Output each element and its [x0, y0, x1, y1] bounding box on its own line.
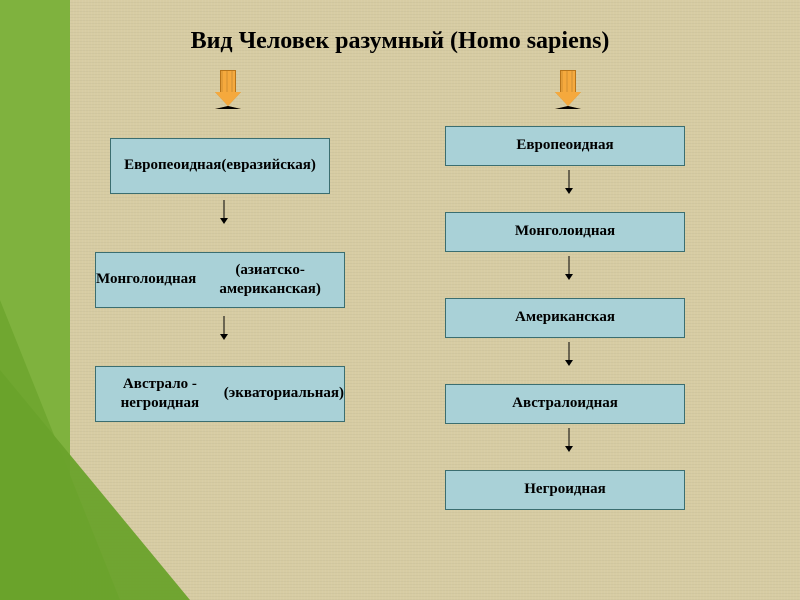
page-title: Вид Человек разумный (Homo sapiens) — [0, 28, 800, 55]
slide: Вид Человек разумный (Homo sapiens) Евро… — [0, 0, 800, 600]
thin-arrow-down-icon — [565, 170, 573, 194]
thin-arrow-down-icon — [565, 342, 573, 366]
race-box: Европеоидная — [445, 126, 685, 166]
accent-triangle — [0, 300, 120, 600]
thin-arrow-down-icon — [565, 428, 573, 452]
race-box: Австралоидная — [445, 384, 685, 424]
race-box: Австрало - негроидная(экваториальная) — [95, 366, 345, 422]
race-box: Монголоидная(азиатско-американская) — [95, 252, 345, 308]
race-box: Европеоидная(евразийская) — [110, 138, 330, 194]
thin-arrow-down-icon — [565, 256, 573, 280]
race-box: Американская — [445, 298, 685, 338]
race-box: Негроидная — [445, 470, 685, 510]
thin-arrow-down-icon — [220, 316, 228, 340]
race-box: Монголоидная — [445, 212, 685, 252]
block-arrow-down-icon — [555, 70, 581, 106]
block-arrow-down-icon — [215, 70, 241, 106]
thin-arrow-down-icon — [220, 200, 228, 224]
